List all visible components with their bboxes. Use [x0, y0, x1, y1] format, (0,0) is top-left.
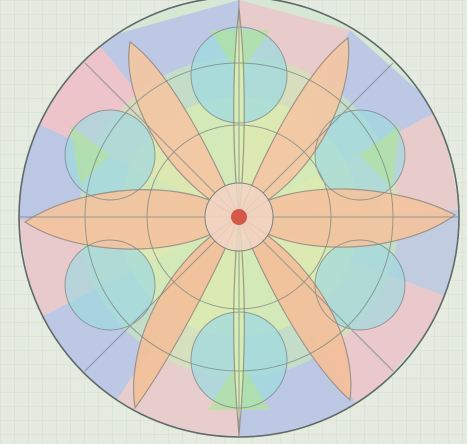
outer-circle-outline	[18, 0, 460, 438]
mandala-interior	[19, 0, 459, 437]
green-wedge-right	[360, 125, 400, 188]
petal-right	[238, 188, 457, 248]
green-wedge-left	[70, 125, 110, 185]
cyan-medallion-left-bottom	[65, 240, 155, 330]
center-dot	[231, 209, 247, 225]
petal-upper-left	[128, 40, 241, 219]
petal-lower-right	[237, 215, 352, 402]
petal-left	[23, 189, 240, 250]
petal-lower-left	[133, 215, 241, 410]
petal-upper-right	[237, 36, 350, 219]
construction-arcs	[19, 0, 459, 437]
cyan-medallion-right-bottom	[315, 240, 405, 330]
petal-group	[23, 7, 457, 436]
